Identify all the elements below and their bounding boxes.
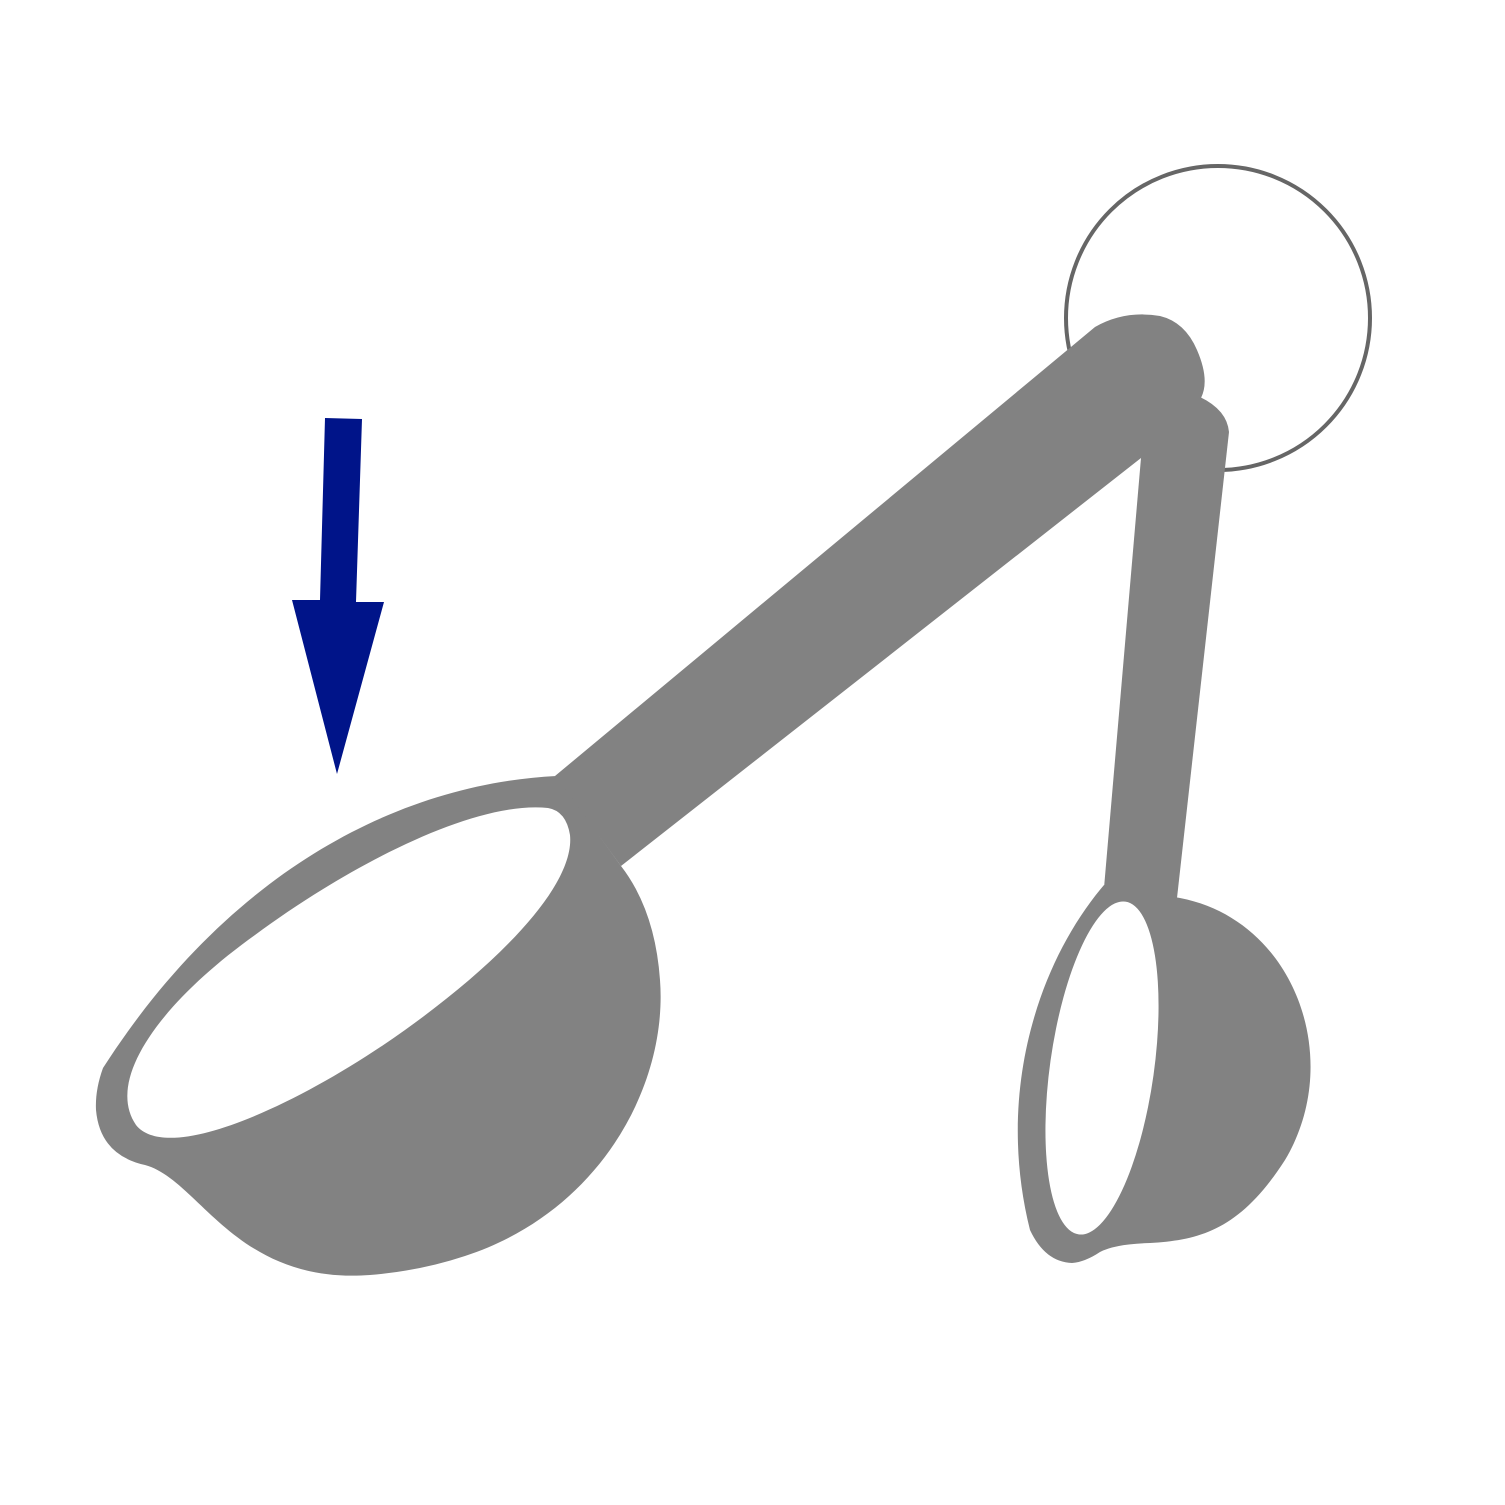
small-spoon-handle (1104, 397, 1229, 898)
small-spoon-opening (1045, 901, 1159, 1235)
down-arrow-icon (292, 418, 384, 774)
large-spoon-opening (127, 807, 571, 1138)
large-spoon-handle (555, 314, 1205, 866)
